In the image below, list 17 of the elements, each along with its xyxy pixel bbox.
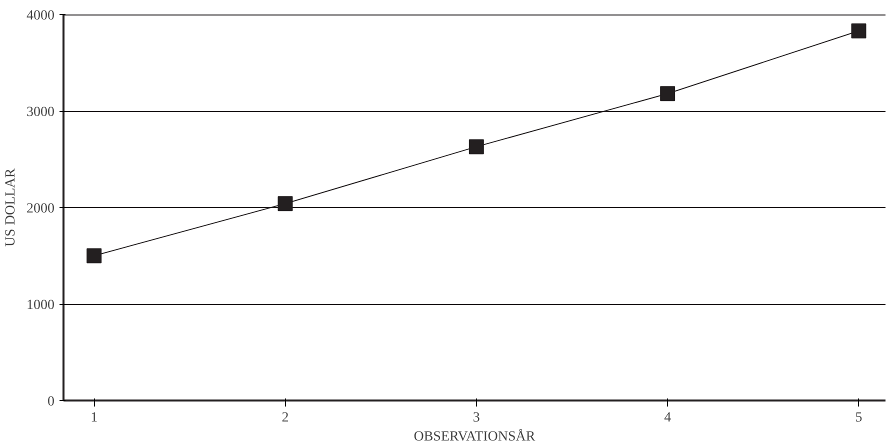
point [851, 23, 866, 38]
y-tick-label: 2000 [26, 202, 54, 216]
x-axis-title: OBSERVATIONSÅR [414, 428, 536, 444]
x-tick-label: 5 [855, 410, 862, 426]
x-tick-label: 2 [282, 410, 289, 426]
y-tick-label: 1000 [26, 298, 54, 313]
x-tick-label: 3 [472, 410, 480, 426]
y-axis-title: US DOLLAR [4, 168, 18, 247]
y-tick-label: 0 [48, 394, 54, 410]
x-tick-label: 1 [90, 410, 98, 426]
y-tick-label: 3000 [26, 105, 54, 120]
point [468, 139, 484, 154]
y-tick-label: 4000 [26, 8, 54, 24]
point [278, 196, 293, 212]
point [86, 248, 102, 264]
point [660, 86, 676, 102]
x-tick-label: 4 [664, 410, 672, 426]
